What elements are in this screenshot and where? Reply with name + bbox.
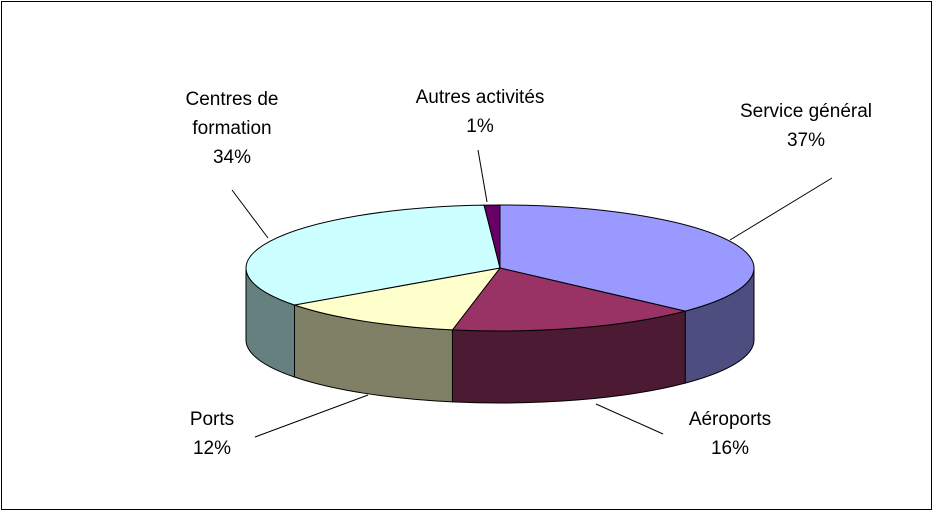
slice-label: Service général	[740, 101, 872, 122]
slice-value-label: 34%	[213, 147, 251, 168]
slice-label: Aéroports	[689, 409, 771, 430]
leader-line	[477, 149, 488, 203]
leader-line	[729, 177, 833, 241]
slice	[499, 204, 755, 312]
leader-line	[595, 403, 664, 435]
slice-label: Centres de formation	[186, 89, 279, 139]
slice-value-label: 1%	[466, 116, 494, 137]
slice	[292, 267, 502, 331]
slice-label: Ports	[190, 409, 234, 430]
slice-value-label: 16%	[711, 438, 749, 459]
slice	[451, 267, 686, 332]
leader-line	[254, 394, 369, 438]
slice	[245, 204, 501, 306]
slice-value-label: 12%	[193, 438, 231, 459]
leader-line	[231, 189, 269, 239]
slice-value-label: 37%	[787, 130, 825, 151]
slice	[483, 204, 501, 269]
slice-label: Autres activités	[416, 87, 545, 108]
